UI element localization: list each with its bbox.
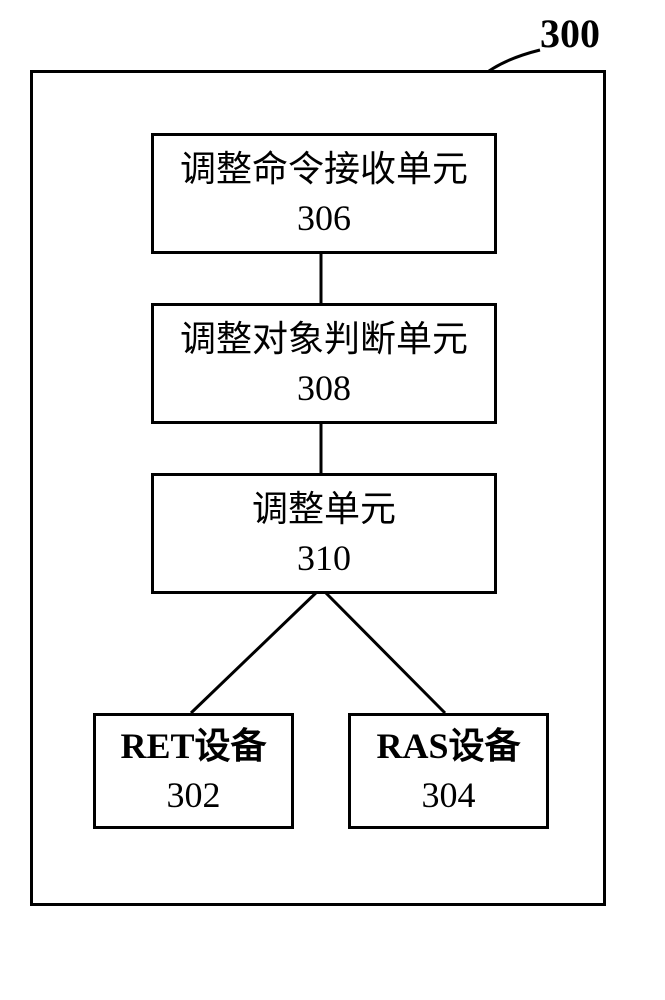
box-302-title: RET设备 [120,724,266,769]
box-308: 调整对象判断单元 308 [151,303,497,424]
box-302-num: 302 [167,773,221,818]
box-310: 调整单元 310 [151,473,497,594]
connector [321,588,445,713]
box-310-title: 调整单元 [252,487,396,532]
box-304-title: RAS设备 [376,724,520,769]
box-304-num: 304 [422,773,476,818]
box-308-num: 308 [297,366,351,411]
diagram-frame: 调整命令接收单元 306 调整对象判断单元 308 调整单元 310 RET设备… [30,70,606,906]
box-302: RET设备 302 [93,713,294,829]
box-306-title: 调整命令接收单元 [180,147,468,192]
box-308-title: 调整对象判断单元 [180,317,468,362]
box-310-num: 310 [297,536,351,581]
box-306-num: 306 [297,196,351,241]
box-304: RAS设备 304 [348,713,549,829]
box-306: 调整命令接收单元 306 [151,133,497,254]
figure-label: 300 [540,10,600,57]
connector [191,588,321,713]
